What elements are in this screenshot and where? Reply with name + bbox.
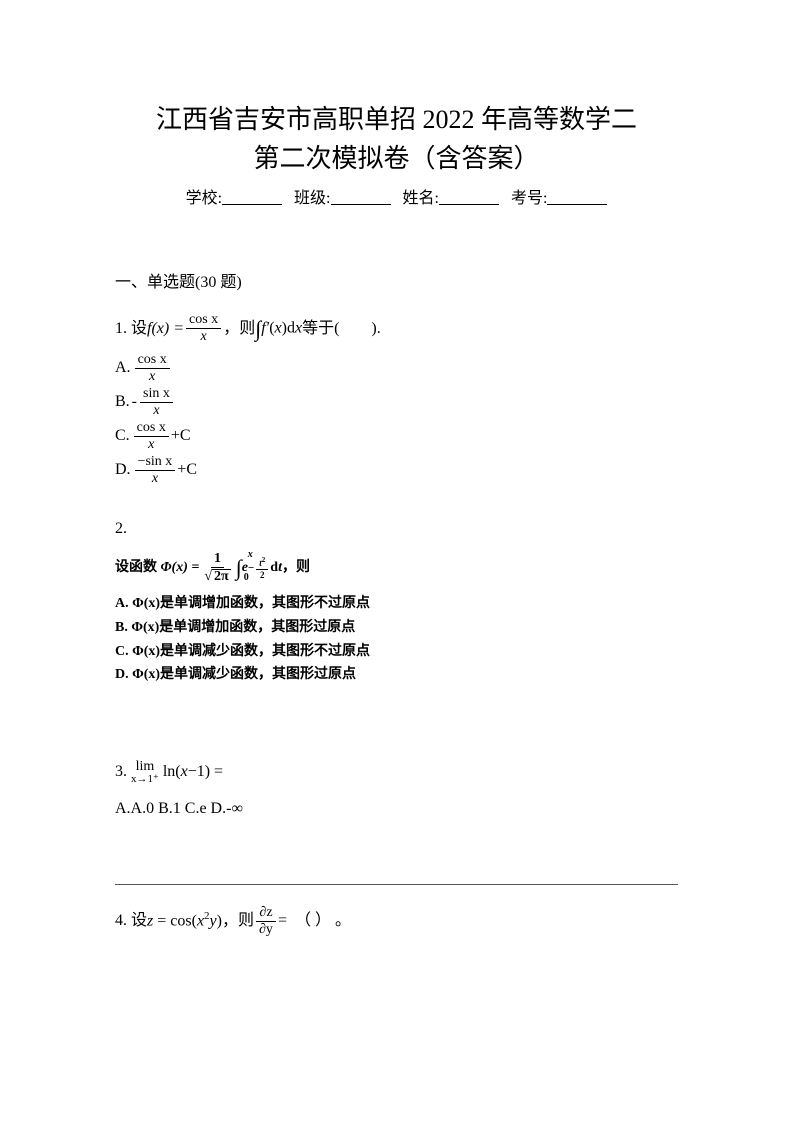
question-1: 1. 设 f(x) = cos x x ，则 ∫f′(x)dx 等于( ). A… <box>115 308 678 486</box>
q1-opt-c-suffix: +C <box>171 421 191 451</box>
q1-option-d: D. −sin x x +C <box>115 455 678 486</box>
q3-lim-top: lim <box>136 760 155 774</box>
q3-limit: lim x→1⁺ <box>131 760 159 785</box>
q2-dt: dt <box>270 555 282 582</box>
q1-opt-d-den: x <box>149 471 161 486</box>
q4-mid: 则 <box>238 906 254 936</box>
q2-option-c: C. Φ(x)是单调减少函数，其图形不过原点 <box>115 640 678 664</box>
q2-option-d: D. Φ(x)是单调减少函数，其图形过原点 <box>115 663 678 687</box>
q2-int-hi: x <box>248 545 253 564</box>
page-container: 江西省吉安市高职单招 2022 年高等数学二 第二次模拟卷（含答案） 学校: 班… <box>0 0 793 1025</box>
q1-number: 1. <box>115 314 127 344</box>
q1-opt-b-den: x <box>150 403 162 418</box>
q1-opt-b-label: B. <box>115 387 130 417</box>
q2-stem: 设函数 Φ(x) = 1 √2π ∫ x 0 e−t22 dt ，则 <box>115 547 678 589</box>
q1-opt-b-neg: - <box>132 387 137 417</box>
q4-prefix: 设 <box>131 906 147 936</box>
q3-lim-bot: x→1⁺ <box>131 774 159 785</box>
q1-opt-d-fraction: −sin x x <box>135 455 176 486</box>
examno-label: 考号: <box>511 190 547 207</box>
q4-number: 4. <box>115 906 127 936</box>
q1-stem: 1. 设 f(x) = cos x x ，则 ∫f′(x)dx 等于( ). <box>115 308 678 350</box>
q1-opt-d-num: −sin x <box>135 455 176 471</box>
q2-phi: Φ(x) = <box>161 555 200 582</box>
q1-option-c: C. cos x x +C <box>115 421 678 452</box>
q1-integral: ∫f′(x)dx <box>255 308 302 350</box>
name-underline <box>439 188 499 205</box>
q1-opt-a-label: A. <box>115 353 131 383</box>
q4-stem: 4. 设 z = cos(x2y)， 则 ∂z ∂y = （ ） 。 <box>115 906 678 937</box>
question-3: 3. lim x→1⁺ ln(x−1) = A.A.0 B.1 C.e D.-∞ <box>115 757 678 824</box>
q1-opt-b-fraction: sin x x <box>140 387 173 418</box>
q1-opt-a-den: x <box>146 369 158 384</box>
q4-z-eq: z = cos(x2y)， <box>147 906 238 937</box>
q2-option-a: A. Φ(x)是单调增加函数，其图形不过原点 <box>115 592 678 616</box>
q2-number: 2. <box>115 514 678 544</box>
q2-prefix: 设函数 <box>115 555 157 582</box>
examno-underline <box>547 188 607 205</box>
q1-opt-d-suffix: +C <box>177 455 197 485</box>
q1-fx: f(x) = <box>147 314 184 344</box>
q1-opt-a-num: cos x <box>135 353 170 369</box>
q2-int-lo: 0 <box>244 568 249 587</box>
question-2: 2. 设函数 Φ(x) = 1 √2π ∫ x 0 e−t22 dt ，则 A.… <box>115 514 678 687</box>
q1-frac-den: x <box>197 329 209 344</box>
q3-stem: 3. lim x→1⁺ ln(x−1) = <box>115 757 678 787</box>
q2-frac-den: √2π <box>201 568 233 584</box>
q4-partial-den: ∂y <box>256 922 276 937</box>
school-underline <box>222 188 282 205</box>
q1-opt-c-den: x <box>145 437 157 452</box>
q2-integral: ∫ x 0 <box>236 547 242 589</box>
q1-opt-c-label: C. <box>115 421 130 451</box>
q2-suffix: ，则 <box>282 555 310 582</box>
q2-fraction: 1 √2π <box>201 552 233 584</box>
q1-frac-num: cos x <box>186 313 221 329</box>
q1-suffix: 等于( ). <box>302 314 381 344</box>
q2-options: A. Φ(x)是单调增加函数，其图形不过原点 B. Φ(x)是单调增加函数，其图… <box>115 592 678 687</box>
q1-option-a: A. cos x x <box>115 353 678 384</box>
q1-opt-a-fraction: cos x x <box>135 353 170 384</box>
page-title: 江西省吉安市高职单招 2022 年高等数学二 第二次模拟卷（含答案） <box>115 100 678 178</box>
q1-mid: ，则 <box>223 314 255 344</box>
q2-option-b: B. Φ(x)是单调增加函数，其图形过原点 <box>115 616 678 640</box>
class-underline <box>331 188 391 205</box>
q1-opt-b-num: sin x <box>140 387 173 403</box>
q4-suffix: （ ） 。 <box>295 906 351 936</box>
q1-prefix: 设 <box>131 314 147 344</box>
class-label: 班级: <box>294 190 330 207</box>
title-line-2: 第二次模拟卷（含答案） <box>115 139 678 178</box>
info-line: 学校: 班级: 姓名: 考号: <box>115 184 678 208</box>
q1-option-b: B. - sin x x <box>115 387 678 418</box>
q3-expr: ln(x−1) = <box>163 757 223 787</box>
q1-opt-d-label: D. <box>115 455 131 485</box>
q1-fraction: cos x x <box>186 313 221 344</box>
q2-frac-num: 1 <box>211 552 224 568</box>
title-line-1: 江西省吉安市高职单招 2022 年高等数学二 <box>115 100 678 139</box>
q4-partial-num: ∂z <box>256 906 275 922</box>
school-label: 学校: <box>186 190 222 207</box>
section-1-title: 一、单选题(30 题) <box>115 268 678 292</box>
q3-answers: A.A.0 B.1 C.e D.-∞ <box>115 794 678 824</box>
q1-opt-c-fraction: cos x x <box>134 421 169 452</box>
q4-partial: ∂z ∂y <box>256 906 276 937</box>
name-label: 姓名: <box>403 190 439 207</box>
question-4: 4. 设 z = cos(x2y)， 则 ∂z ∂y = （ ） 。 <box>115 884 678 937</box>
q4-eq: = <box>278 906 287 936</box>
q3-number: 3. <box>115 757 127 787</box>
q1-opt-c-num: cos x <box>134 421 169 437</box>
